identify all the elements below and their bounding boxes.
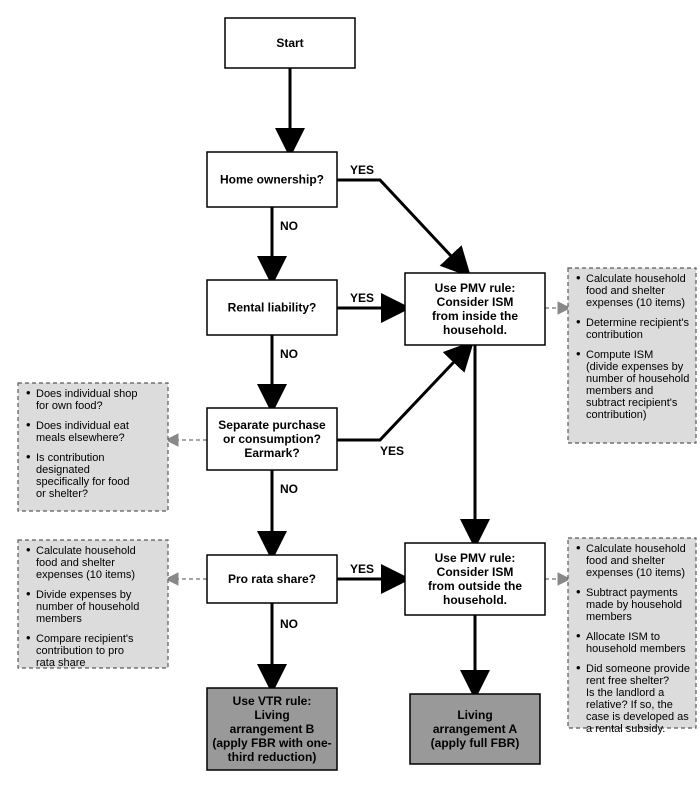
bullet-icon: • <box>576 314 581 329</box>
sidebox-text: household members <box>586 643 686 655</box>
edge-label: YES <box>350 163 374 177</box>
bullet-icon: • <box>26 630 31 645</box>
sidebox-text: contribution) <box>586 409 647 421</box>
node-vtr-label: arrangement B <box>230 722 315 736</box>
node-pmv_out-label: household. <box>443 593 507 607</box>
edge-label: YES <box>380 444 404 458</box>
bullet-icon: • <box>576 660 581 675</box>
sidebox-text: Does individual shop <box>36 388 138 400</box>
node-liva-label: arrangement A <box>433 722 518 736</box>
edge-home-pmv_in <box>337 180 467 273</box>
node-vtr-label: Living <box>254 708 289 722</box>
sidebox-text: Calculate household <box>586 543 686 555</box>
bullet-icon: • <box>26 542 31 557</box>
node-vtr-label: Use VTR rule: <box>233 694 312 708</box>
sidebox-text: Allocate ISM to <box>586 631 660 643</box>
sidebox-text: members <box>586 611 632 623</box>
bullet-icon: • <box>576 346 581 361</box>
sidebox-text: number of household <box>36 601 139 613</box>
sidebox-text: contribution to pro <box>36 645 124 657</box>
edge-label: YES <box>350 291 374 305</box>
sidebox-text: case is developed as <box>586 711 689 723</box>
node-separate-label: Separate purchase <box>218 418 326 432</box>
bullet-icon: • <box>26 449 31 464</box>
node-start-label: Start <box>276 36 303 50</box>
node-pmv_in-label: Use PMV rule: <box>435 281 516 295</box>
bullet-icon: • <box>576 584 581 599</box>
sidebox-text: subtract recipient's <box>586 397 678 409</box>
node-separate-label: Earmark? <box>244 446 299 460</box>
sidebox-text: Subtract payments <box>586 587 678 599</box>
node-pmv_out-label: Consider ISM <box>437 565 514 579</box>
edge-label: NO <box>280 347 298 361</box>
node-vtr-label: third reduction) <box>228 750 317 764</box>
sidebox-text: designated <box>36 464 90 476</box>
bullet-icon: • <box>26 417 31 432</box>
bullet-icon: • <box>26 586 31 601</box>
sidebox-text: members <box>36 613 82 625</box>
node-pmv_in-label: household. <box>443 323 507 337</box>
sidebox-text: Compute ISM <box>586 349 653 361</box>
sidebox-text: Calculate household <box>586 273 686 285</box>
edge-separate-pmv_in <box>337 345 470 440</box>
edge-label: NO <box>280 482 298 496</box>
sidebox-text: members and <box>586 385 653 397</box>
sidebox-text: specifically for food <box>36 476 130 488</box>
node-home-label: Home ownership? <box>220 173 324 187</box>
sidebox-text: number of household <box>586 373 689 385</box>
edge-label: NO <box>280 617 298 631</box>
sidebox-text: expenses (10 items) <box>586 567 685 579</box>
sidebox-text: Is the landlord a <box>586 687 665 699</box>
sidebox-text: food and shelter <box>586 285 665 297</box>
sidebox-text: Compare recipient's <box>36 633 134 645</box>
node-vtr-label: (apply FBR with one- <box>212 736 331 750</box>
bullet-icon: • <box>576 540 581 555</box>
sidebox-text: Determine recipient's <box>586 317 689 329</box>
node-prorata-label: Pro rata share? <box>228 572 316 586</box>
sidebox-text: expenses (10 items) <box>36 569 135 581</box>
sidebox-text: rata share <box>36 657 86 669</box>
node-liva-label: Living <box>457 708 492 722</box>
sidebox-text: Calculate household <box>36 545 136 557</box>
sidebox-text: food and shelter <box>36 557 115 569</box>
node-liva-label: (apply full FBR) <box>431 736 520 750</box>
bullet-icon: • <box>576 628 581 643</box>
node-pmv_out-label: Use PMV rule: <box>435 551 516 565</box>
sidebox-text: or shelter? <box>36 488 88 500</box>
sidebox-text: Is contribution <box>36 452 104 464</box>
edge-label: YES <box>350 562 374 576</box>
sidebox-text: made by household <box>586 599 682 611</box>
bullet-icon: • <box>26 385 31 400</box>
sidebox-text: Does individual eat <box>36 420 129 432</box>
sidebox-text: expenses (10 items) <box>586 297 685 309</box>
sidebox-text: contribution <box>586 329 643 341</box>
sidebox-text: relative? If so, the <box>586 699 673 711</box>
node-pmv_in-label: from inside the <box>432 309 518 323</box>
sidebox-text: meals elsewhere? <box>36 432 125 444</box>
sidebox-text: for own food? <box>36 400 103 412</box>
bullet-icon: • <box>576 270 581 285</box>
node-pmv_out-label: from outside the <box>428 579 522 593</box>
node-pmv_in-label: Consider ISM <box>437 295 514 309</box>
sidebox-text: food and shelter <box>586 555 665 567</box>
sidebox-text: (divide expenses by <box>586 361 684 373</box>
sidebox-text: Divide expenses by <box>36 589 132 601</box>
sidebox-text: Did someone provide <box>586 663 690 675</box>
sidebox-text: rent free shelter? <box>586 675 669 687</box>
edge-label: NO <box>280 219 298 233</box>
node-rental-label: Rental liability? <box>228 301 317 315</box>
sidebox-text: a rental subsidy. <box>586 723 665 735</box>
node-separate-label: or consumption? <box>223 432 321 446</box>
